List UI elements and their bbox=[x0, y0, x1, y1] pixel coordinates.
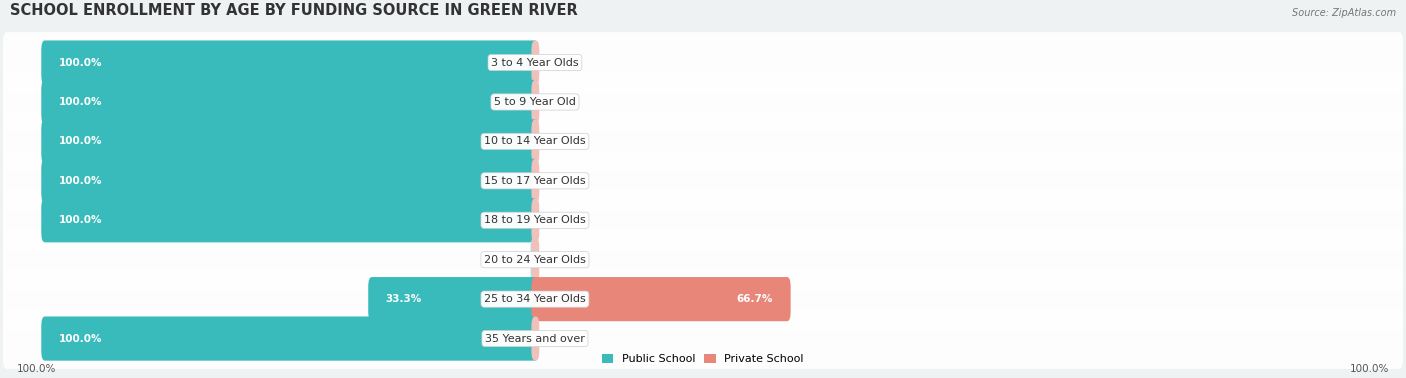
FancyBboxPatch shape bbox=[368, 277, 538, 321]
FancyBboxPatch shape bbox=[531, 119, 540, 164]
Text: SCHOOL ENROLLMENT BY AGE BY FUNDING SOURCE IN GREEN RIVER: SCHOOL ENROLLMENT BY AGE BY FUNDING SOUR… bbox=[10, 3, 578, 19]
Legend: Public School, Private School: Public School, Private School bbox=[598, 349, 808, 369]
FancyBboxPatch shape bbox=[41, 119, 538, 164]
Text: 20 to 24 Year Olds: 20 to 24 Year Olds bbox=[484, 255, 586, 265]
Text: 0.0%: 0.0% bbox=[540, 255, 567, 265]
FancyBboxPatch shape bbox=[41, 316, 538, 361]
FancyBboxPatch shape bbox=[41, 80, 538, 124]
FancyBboxPatch shape bbox=[3, 190, 1403, 251]
Text: 0.0%: 0.0% bbox=[503, 255, 530, 265]
FancyBboxPatch shape bbox=[530, 238, 538, 282]
Text: 0.0%: 0.0% bbox=[540, 333, 567, 344]
Text: 0.0%: 0.0% bbox=[540, 97, 567, 107]
Text: 100.0%: 100.0% bbox=[1350, 364, 1389, 374]
Text: 100.0%: 100.0% bbox=[59, 57, 103, 68]
FancyBboxPatch shape bbox=[41, 159, 538, 203]
FancyBboxPatch shape bbox=[3, 71, 1403, 132]
Text: 100.0%: 100.0% bbox=[59, 176, 103, 186]
Text: 0.0%: 0.0% bbox=[540, 136, 567, 146]
Text: 33.3%: 33.3% bbox=[385, 294, 422, 304]
Text: 0.0%: 0.0% bbox=[540, 57, 567, 68]
Text: 3 to 4 Year Olds: 3 to 4 Year Olds bbox=[491, 57, 579, 68]
Text: 100.0%: 100.0% bbox=[59, 97, 103, 107]
Text: 100.0%: 100.0% bbox=[59, 136, 103, 146]
FancyBboxPatch shape bbox=[531, 316, 540, 361]
FancyBboxPatch shape bbox=[3, 269, 1403, 330]
Text: 100.0%: 100.0% bbox=[17, 364, 56, 374]
Text: 100.0%: 100.0% bbox=[59, 333, 103, 344]
FancyBboxPatch shape bbox=[531, 198, 540, 242]
FancyBboxPatch shape bbox=[41, 198, 538, 242]
FancyBboxPatch shape bbox=[531, 277, 790, 321]
FancyBboxPatch shape bbox=[3, 150, 1403, 211]
FancyBboxPatch shape bbox=[3, 229, 1403, 290]
Text: 5 to 9 Year Old: 5 to 9 Year Old bbox=[494, 97, 576, 107]
Text: Source: ZipAtlas.com: Source: ZipAtlas.com bbox=[1292, 8, 1396, 19]
FancyBboxPatch shape bbox=[531, 159, 540, 203]
Text: 18 to 19 Year Olds: 18 to 19 Year Olds bbox=[484, 215, 586, 225]
Text: 100.0%: 100.0% bbox=[59, 215, 103, 225]
FancyBboxPatch shape bbox=[531, 238, 540, 282]
FancyBboxPatch shape bbox=[3, 111, 1403, 172]
Text: 15 to 17 Year Olds: 15 to 17 Year Olds bbox=[484, 176, 586, 186]
Text: 25 to 34 Year Olds: 25 to 34 Year Olds bbox=[484, 294, 586, 304]
Text: 35 Years and over: 35 Years and over bbox=[485, 333, 585, 344]
FancyBboxPatch shape bbox=[3, 32, 1403, 93]
Text: 10 to 14 Year Olds: 10 to 14 Year Olds bbox=[484, 136, 586, 146]
Text: 0.0%: 0.0% bbox=[540, 215, 567, 225]
FancyBboxPatch shape bbox=[531, 80, 540, 124]
Text: 66.7%: 66.7% bbox=[737, 294, 773, 304]
Text: 0.0%: 0.0% bbox=[540, 176, 567, 186]
FancyBboxPatch shape bbox=[41, 40, 538, 85]
FancyBboxPatch shape bbox=[531, 40, 540, 85]
FancyBboxPatch shape bbox=[3, 308, 1403, 369]
